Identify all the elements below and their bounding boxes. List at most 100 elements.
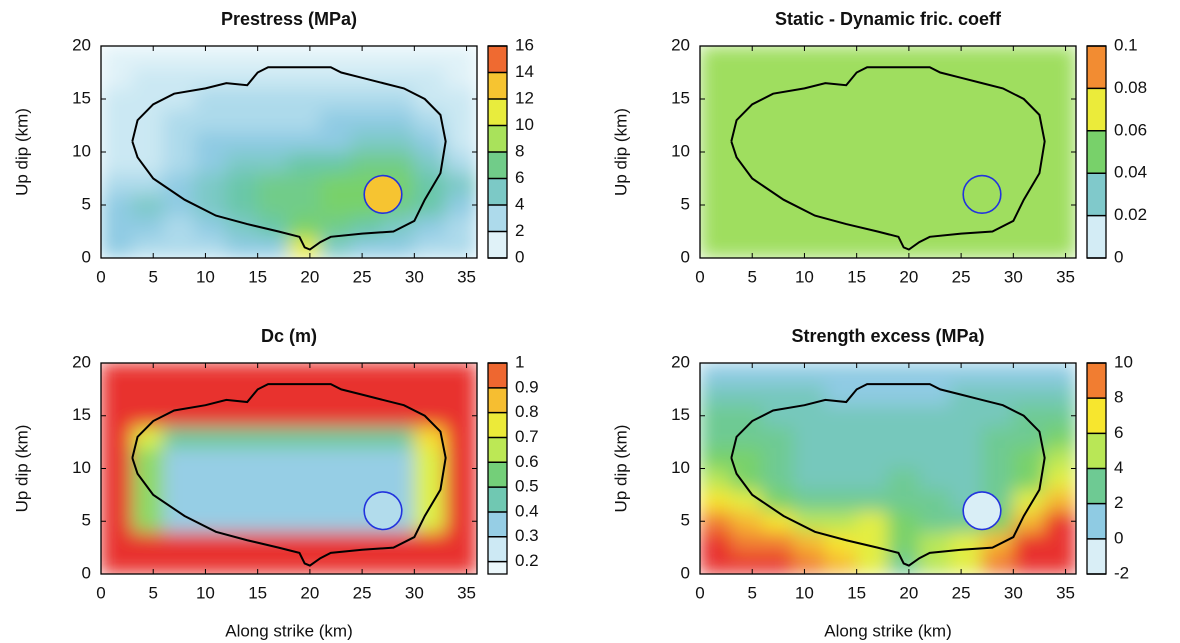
heatmap-cell	[445, 193, 477, 217]
heatmap-cell	[194, 236, 227, 258]
heatmap-cell	[793, 215, 826, 238]
heatmap-cell	[131, 130, 165, 153]
heatmap-cell	[257, 363, 290, 385]
heatmap-cell	[445, 383, 477, 406]
heatmap-cell	[918, 489, 952, 512]
heatmap-cell	[793, 425, 826, 448]
heatmap-cell	[257, 130, 290, 153]
heatmap-cell	[257, 468, 290, 491]
heatmap-cell	[824, 172, 858, 195]
heatmap-cell	[887, 531, 920, 554]
heatmap-cell	[730, 151, 764, 174]
heatmap-cell	[351, 552, 384, 574]
heatmap-cell	[918, 87, 952, 111]
heatmap-cell	[981, 531, 1014, 554]
heatmap-cell	[730, 46, 764, 68]
heatmap-cell	[163, 489, 196, 512]
heatmap-cell	[163, 130, 196, 153]
heatmap-cell	[856, 172, 889, 195]
x-tick-label: 35	[457, 583, 476, 602]
heatmap-cell	[101, 363, 133, 385]
heatmap-cell	[730, 552, 764, 574]
heatmap-cell	[194, 130, 227, 153]
colorbar-band	[1087, 468, 1106, 504]
heatmap-cell	[1044, 46, 1076, 68]
heatmap-cell	[950, 552, 983, 574]
heatmap-cell	[981, 130, 1014, 153]
y-tick-label: 20	[72, 35, 91, 54]
heatmap-cell	[918, 468, 952, 491]
heatmap-cell	[225, 109, 259, 132]
heatmap-cell	[413, 404, 447, 427]
heatmap-cell	[288, 531, 321, 554]
heatmap-cell	[194, 510, 227, 533]
colorbar-tick-label: 0.9	[515, 377, 539, 396]
colorbar-band	[488, 99, 507, 126]
heatmap-cell	[257, 510, 290, 533]
heatmap-cell	[1044, 425, 1076, 448]
heatmap-cell	[700, 172, 732, 195]
heatmap-cell	[918, 172, 952, 195]
heatmap-cell	[700, 215, 732, 238]
heatmap-cell	[225, 87, 259, 111]
heatmap-cell	[382, 109, 415, 132]
y-tick-label: 15	[671, 88, 690, 107]
heatmap-cell	[101, 172, 133, 195]
heatmap-cell	[131, 236, 165, 258]
colorbar-band	[1087, 130, 1106, 174]
heatmap-cell	[413, 383, 447, 406]
rupture-contour	[131, 66, 447, 251]
x-tick-label: 10	[795, 267, 814, 286]
heatmap-cell	[288, 87, 321, 111]
heatmap-cell	[413, 446, 447, 469]
heatmap-cell	[950, 109, 983, 132]
heatmap-cell	[981, 46, 1014, 68]
heatmap-cell	[319, 193, 353, 217]
heatmap-cell	[382, 425, 415, 448]
heatmap-cell	[1012, 109, 1046, 132]
heatmap-cell	[1012, 236, 1046, 258]
heatmap-cell	[918, 46, 952, 68]
heatmap-cell	[730, 193, 764, 217]
heatmap-cell	[1044, 510, 1076, 533]
heatmap-cell	[351, 87, 384, 111]
heatmap-cell	[887, 151, 920, 174]
colorbar-tick-label: 8	[515, 141, 524, 160]
heatmap-cell	[225, 172, 259, 195]
heatmap-cell	[257, 193, 290, 217]
heatmap-cell	[1044, 489, 1076, 512]
heatmap-cell	[700, 363, 732, 385]
heatmap-cell	[413, 130, 447, 153]
heatmap-cell	[856, 130, 889, 153]
heatmap-cell	[445, 489, 477, 512]
heatmap-cell	[194, 193, 227, 217]
heatmap-cell	[1012, 446, 1046, 469]
x-tick-label: 10	[196, 267, 215, 286]
heatmap-cell	[413, 510, 447, 533]
heatmap-cell	[1012, 425, 1046, 448]
heatmap-cell	[382, 446, 415, 469]
heatmap-cell	[700, 468, 732, 491]
heatmap-cell	[981, 552, 1014, 574]
heatmap-cell	[856, 193, 889, 217]
heatmap-cell	[856, 404, 889, 427]
heatmap-cell	[101, 87, 133, 111]
heatmap-cell	[101, 468, 133, 491]
heatmap-cell	[194, 489, 227, 512]
heatmap-cell	[824, 446, 858, 469]
y-tick-label: 20	[671, 35, 690, 54]
heatmap-cell	[319, 425, 353, 448]
colorbar-tick-label: 1	[515, 352, 524, 371]
heatmap-cell	[101, 404, 133, 427]
heatmap-cell	[981, 66, 1014, 89]
colorbar-tick-label: 0.06	[1114, 120, 1147, 139]
colorbar-band	[1087, 503, 1106, 539]
nucleation-patch	[363, 174, 403, 214]
heatmap-cell	[413, 46, 447, 68]
x-tick-label: 35	[1056, 267, 1075, 286]
heatmap-cell	[1044, 66, 1076, 89]
rupture-contour	[131, 383, 447, 567]
heatmap-cell	[762, 363, 795, 385]
